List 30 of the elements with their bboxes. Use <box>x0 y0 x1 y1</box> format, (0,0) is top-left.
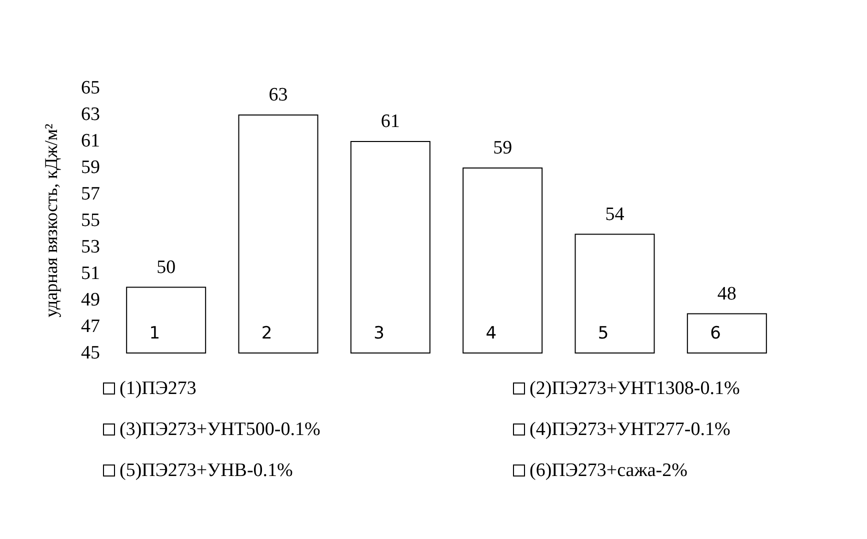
data-label: 54 <box>605 204 625 225</box>
legend-label: (6)ПЭ273+сажа-2% <box>530 460 688 481</box>
data-label: 48 <box>717 283 736 304</box>
y-tick-label: 61 <box>81 130 100 152</box>
y-tick-label: 45 <box>81 342 100 364</box>
legend-label: (4)ПЭ273+УНТ277-0.1% <box>530 419 730 440</box>
data-label: 59 <box>493 138 512 158</box>
legend-label: (3)ПЭ273+УНТ500-0.1% <box>120 419 320 440</box>
y-tick-label: 57 <box>81 184 100 204</box>
x-tick-label: 3 <box>374 324 384 344</box>
data-label: 63 <box>268 84 288 106</box>
legend-label: (1)ПЭ273 <box>120 378 196 399</box>
legend-label: (5)ПЭ273+УНВ-0.1% <box>120 460 294 481</box>
y-axis-title: ударная вязкость, кДж/м² <box>41 124 61 318</box>
y-tick-label: 47 <box>81 316 100 337</box>
y-tick-label: 49 <box>81 290 100 310</box>
y-tick-label: 55 <box>81 210 100 231</box>
x-tick-label: 5 <box>598 324 609 344</box>
y-tick-label: 59 <box>81 157 100 178</box>
y-tick-label: 51 <box>81 263 100 284</box>
x-tick-label: 4 <box>486 324 497 344</box>
legend-label: (2)ПЭ273+УНТ1308-0.1% <box>530 378 740 399</box>
x-tick-label: 2 <box>261 324 272 344</box>
data-label: 50 <box>156 256 176 278</box>
y-tick-label: 63 <box>81 104 100 125</box>
data-label: 61 <box>380 111 400 132</box>
y-tick-label: 65 <box>81 78 100 98</box>
y-tick-label: 53 <box>81 236 100 258</box>
x-tick-label: 1 <box>149 324 160 344</box>
x-tick-label: 6 <box>710 324 721 344</box>
